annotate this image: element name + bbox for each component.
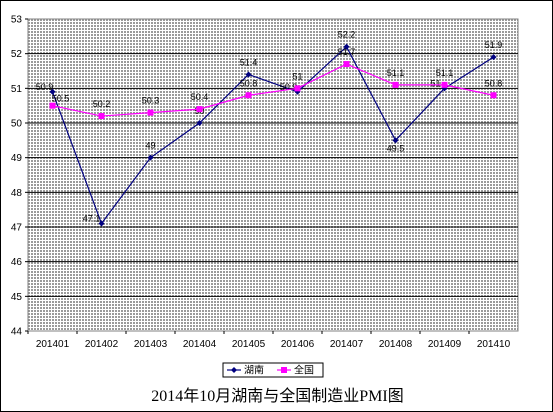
y-tick-label: 46 [11, 257, 23, 268]
y-tick-label: 47 [11, 223, 23, 234]
data-label: 49 [145, 141, 155, 151]
data-point [392, 81, 399, 88]
data-point [98, 113, 105, 120]
x-tick-label: 201407 [330, 339, 364, 350]
x-axis: 201401 201402 201403 201404 201405 201406 2014… [27, 331, 511, 350]
data-label: 51.9 [485, 40, 503, 50]
legend-label-湖南: 湖南 [244, 364, 264, 377]
data-point [294, 85, 301, 92]
data-label: 51 [292, 71, 302, 81]
data-label: 49.5 [387, 143, 405, 153]
x-tick-label: 201402 [85, 339, 119, 350]
data-point [490, 92, 497, 99]
y-tick-label: 49 [11, 153, 23, 164]
y-tick-label: 51 [11, 84, 23, 95]
data-point [196, 120, 203, 126]
x-tick-label: 201406 [281, 339, 315, 350]
data-point [98, 220, 105, 227]
y-tick-label: 44 [11, 327, 23, 338]
x-tick-label: 201401 [36, 339, 70, 350]
data-label: 47.1 [83, 214, 101, 224]
data-point [245, 71, 252, 78]
legend-label-全国: 全国 [294, 364, 314, 377]
series-line-全国 [52, 63, 494, 117]
data-point [343, 61, 350, 68]
y-axis: 44 45 46 47 48 49 50 51 52 53 [11, 15, 28, 338]
x-tick-label: 201408 [379, 339, 413, 350]
data-point [49, 102, 56, 109]
x-tick-label: 201410 [477, 339, 511, 350]
data-label: 51 [430, 78, 440, 88]
series-line-湖南 [51, 45, 494, 225]
x-tick-label: 201404 [183, 339, 217, 350]
data-point [147, 109, 154, 116]
y-tick-label: 50 [11, 119, 23, 130]
data-point [49, 88, 56, 95]
series-group: 50.947.1495051.450.952.249.55151.950.550… [36, 30, 503, 227]
data-point [441, 81, 448, 88]
plot-area [27, 18, 519, 332]
data-label: 51.1 [436, 68, 454, 78]
legend: 湖南 全国 [222, 362, 324, 378]
legend-box [222, 362, 324, 378]
y-tick-label: 53 [11, 15, 23, 26]
y-tick-label: 52 [11, 49, 23, 60]
data-point [245, 92, 252, 99]
data-label: 52.2 [338, 30, 356, 40]
data-point [392, 137, 399, 144]
x-tick-label: 201403 [134, 339, 168, 350]
data-point [343, 43, 350, 50]
data-label: 50.5 [52, 94, 70, 104]
gridlines [28, 53, 518, 297]
data-point [196, 106, 203, 113]
x-tick-label: 201409 [428, 339, 462, 350]
y-tick-label: 48 [11, 188, 23, 199]
legend-marker-湖南 [231, 367, 237, 373]
data-label: 50.8 [240, 78, 258, 88]
data-label: 51.4 [240, 57, 258, 67]
data-point [490, 54, 497, 61]
x-tick-label: 201405 [232, 339, 266, 350]
data-label: 50.8 [485, 78, 503, 88]
data-label: 50.4 [191, 92, 209, 102]
data-point [147, 154, 154, 161]
chart-title: 2014年10月湖南与全国制造业PMI图 [151, 388, 404, 405]
data-label: 50.9 [280, 82, 298, 92]
data-label: 50.3 [142, 96, 160, 106]
data-label: 51.7 [338, 47, 356, 57]
series-全国: 50.5 50.2 50.3 50.4 50.8 51 51.7 51.1 51.1 50.8 [49, 47, 503, 120]
legend-marker-全国 [281, 367, 287, 373]
data-label: 50.2 [93, 99, 111, 109]
data-label: 51.1 [387, 68, 405, 78]
data-label: 50.9 [36, 82, 54, 92]
y-tick-label: 45 [11, 292, 23, 303]
